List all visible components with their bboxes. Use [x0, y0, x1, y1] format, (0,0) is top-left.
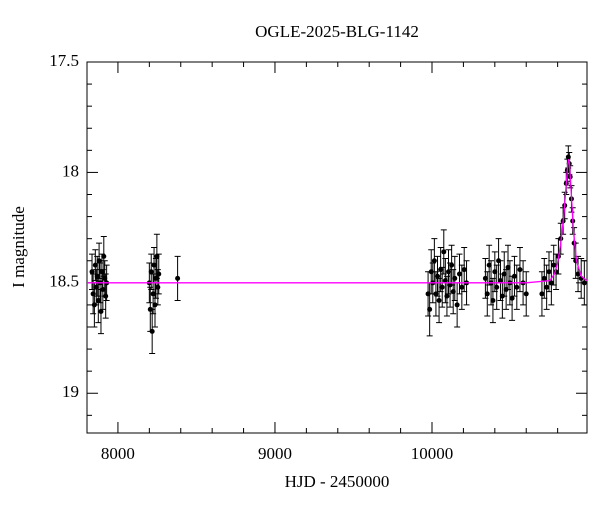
data-point [103, 293, 109, 299]
data-point [154, 253, 160, 259]
data-point [551, 262, 557, 268]
data-point [509, 295, 515, 301]
data-point [454, 302, 460, 308]
data-point [517, 267, 523, 273]
data-point [149, 328, 155, 334]
data-point [431, 258, 437, 264]
data-point [514, 284, 520, 290]
data-point [501, 271, 507, 277]
data-point [156, 271, 162, 277]
data-point [541, 275, 547, 281]
plot-frame [86, 61, 588, 434]
data-point [482, 275, 488, 281]
x-tick-label: 9000 [258, 444, 292, 463]
data-point [155, 284, 161, 290]
data-point [444, 293, 450, 299]
y-tick-label: 17.5 [49, 51, 79, 70]
data-point [490, 298, 496, 303]
data-point [92, 262, 98, 268]
data-point [505, 264, 511, 270]
data-point [459, 284, 465, 290]
data-point [101, 253, 107, 259]
data-point [435, 273, 441, 279]
data-point [486, 262, 492, 268]
data-point [100, 286, 106, 292]
data-point [492, 269, 498, 275]
data-point [484, 291, 490, 297]
data-point [98, 309, 104, 315]
data-point [456, 271, 462, 277]
y-tick-label: 19 [62, 382, 79, 401]
data-point [151, 262, 157, 268]
data-point [523, 291, 529, 297]
x-axis-label: HJD - 2450000 [285, 472, 390, 491]
data-point [575, 271, 581, 277]
data-point [548, 280, 554, 286]
data-point [94, 273, 100, 279]
data-point [461, 267, 467, 273]
data-point [175, 275, 181, 281]
data-point [441, 249, 447, 255]
chart-title: OGLE-2025-BLG-1142 [255, 22, 419, 41]
data-point [546, 269, 552, 275]
data-point [452, 275, 458, 281]
data-point [539, 291, 545, 297]
data-point [436, 298, 442, 303]
data-point [96, 258, 102, 264]
y-axis-label: I magnitude [9, 206, 28, 288]
data-point [565, 154, 571, 160]
data-point [427, 306, 433, 312]
data-point [497, 278, 503, 284]
data-point [449, 262, 455, 268]
data-point [511, 273, 517, 279]
data-point [439, 284, 445, 290]
y-tick-label: 18 [62, 161, 79, 180]
y-tick-label: 18.5 [49, 272, 79, 291]
data-point [494, 284, 500, 290]
x-tick-label: 10000 [411, 444, 454, 463]
data-point [150, 291, 156, 297]
data-point [581, 280, 587, 286]
data-point [148, 269, 154, 275]
x-tick-label: 8000 [101, 444, 135, 463]
data-point [89, 269, 95, 275]
data-point [544, 284, 550, 290]
model-curve [87, 159, 588, 284]
